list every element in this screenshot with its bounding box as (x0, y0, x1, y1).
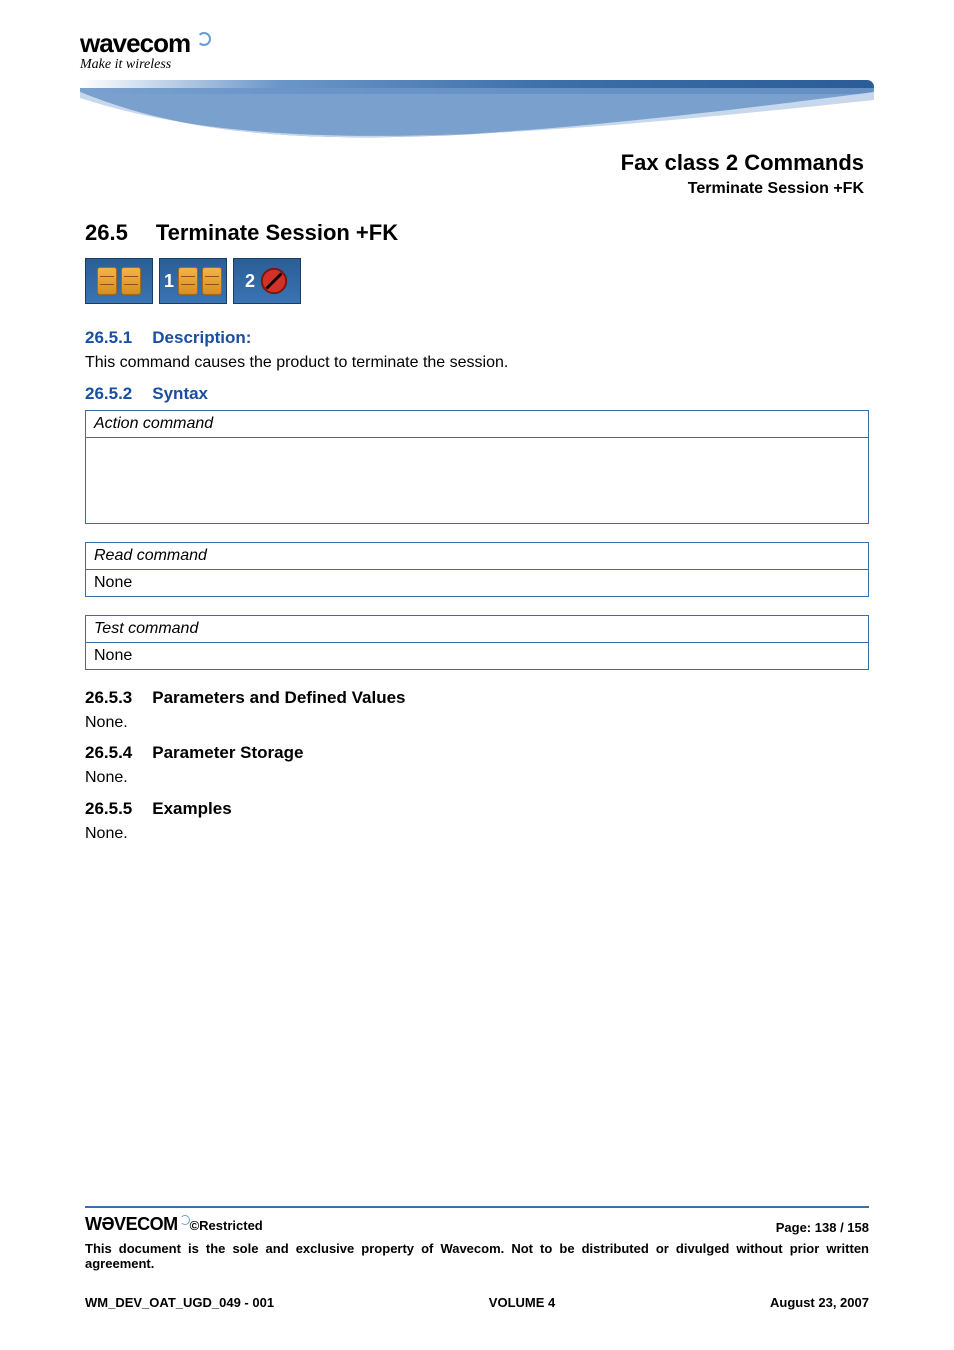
subsection-number: 26.5.2 (85, 384, 132, 403)
command-box-label: Read command (86, 543, 868, 569)
subsection-number: 26.5.5 (85, 799, 132, 818)
sim-chip-icon (202, 267, 222, 295)
subsection-title: Parameters and Defined Values (152, 688, 405, 707)
sim-chip-icon (121, 267, 141, 295)
subsection-heading-syntax: 26.5.2 Syntax (85, 384, 869, 404)
command-box-body (86, 437, 868, 523)
banner-curve-icon (80, 88, 874, 148)
brand-wordmark: wavecom (80, 28, 190, 59)
subsection-number: 26.5.1 (85, 328, 132, 347)
command-box-label: Action command (86, 411, 868, 437)
sim-chip-icon (97, 267, 117, 295)
footer-brand: WƏVECOM (85, 1214, 178, 1234)
subsection-heading-params: 26.5.3 Parameters and Defined Values (85, 688, 869, 708)
footer-disclaimer: This document is the sole and exclusive … (85, 1241, 869, 1271)
command-box-value: None (86, 642, 868, 669)
brand-tagline: Make it wireless (80, 57, 211, 73)
command-box-label: Test command (86, 616, 868, 642)
test-command-box: Test command None (85, 615, 869, 670)
page-label: Page: (776, 1220, 815, 1235)
chapter-title: Fax class 2 Commands (621, 150, 864, 176)
storage-text: None. (85, 767, 869, 789)
sim-badge-row: 1 2 (85, 258, 869, 304)
page-footer: WƏVECOM ©Restricted Page: 138 / 158 This … (85, 1206, 869, 1310)
description-text: This command causes the product to termi… (85, 352, 869, 374)
swirl-icon (180, 1215, 190, 1225)
sim-badge: 1 (159, 258, 227, 304)
sim-badge-number: 2 (245, 271, 255, 292)
page-total: 158 (847, 1220, 869, 1235)
section-title: Terminate Session +FK (621, 180, 864, 198)
sim-badge: 2 (233, 258, 301, 304)
subsection-heading-description: 26.5.1 Description: (85, 328, 869, 348)
brand-logo: wavecom Make it wireless (80, 28, 211, 73)
sim-badge-number: 1 (164, 271, 174, 292)
doc-date: August 23, 2007 (770, 1295, 869, 1310)
read-command-box: Read command None (85, 542, 869, 597)
sim-badge (85, 258, 153, 304)
section-heading: 26.5 Terminate Session +FK (85, 220, 869, 246)
footer-logo: WƏVECOM ©Restricted (85, 1214, 263, 1235)
subsection-number: 26.5.3 (85, 688, 132, 707)
subsection-title: Description: (152, 328, 251, 347)
action-command-box: Action command (85, 410, 869, 524)
no-entry-icon (259, 266, 289, 296)
footer-rule (85, 1206, 869, 1208)
subsection-title: Parameter Storage (152, 743, 303, 762)
footer-restricted: ©Restricted (190, 1218, 263, 1233)
page-header: Fax class 2 Commands Terminate Session +… (621, 150, 864, 198)
page-indicator: Page: 138 / 158 (776, 1220, 869, 1235)
subsection-number: 26.5.4 (85, 743, 132, 762)
sim-chip-icon (178, 267, 198, 295)
subsection-title: Syntax (152, 384, 208, 403)
section-number: 26.5 (85, 220, 128, 245)
page-sep: / (836, 1220, 847, 1235)
examples-text: None. (85, 823, 869, 845)
subsection-heading-examples: 26.5.5 Examples (85, 799, 869, 819)
section-heading-text: Terminate Session +FK (156, 220, 398, 245)
params-text: None. (85, 712, 869, 734)
subsection-heading-storage: 26.5.4 Parameter Storage (85, 743, 869, 763)
doc-volume: VOLUME 4 (489, 1295, 555, 1310)
swirl-icon (197, 32, 211, 46)
page-content: 26.5 Terminate Session +FK 1 2 (85, 220, 869, 854)
command-box-value: None (86, 569, 868, 596)
subsection-title: Examples (152, 799, 231, 818)
page-current: 138 (815, 1220, 837, 1235)
doc-ref: WM_DEV_OAT_UGD_049 - 001 (85, 1295, 274, 1310)
